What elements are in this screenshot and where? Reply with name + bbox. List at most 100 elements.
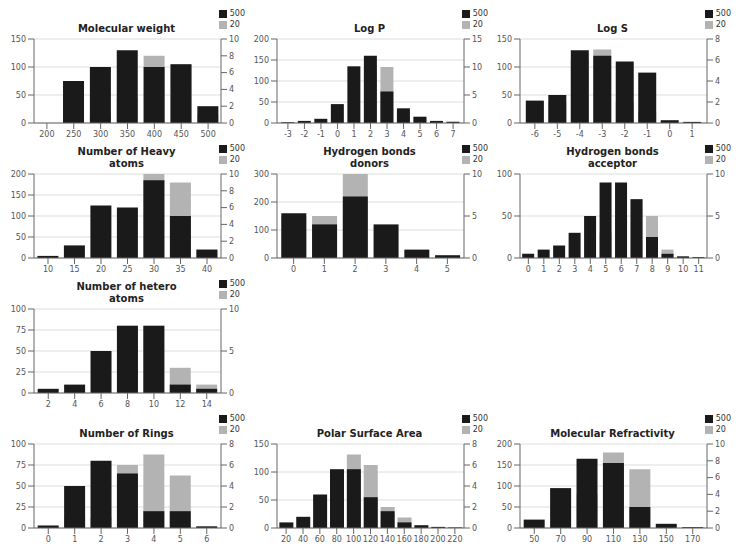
svg-text:25: 25 xyxy=(122,265,132,274)
svg-text:4: 4 xyxy=(229,85,234,94)
svg-text:400: 400 xyxy=(147,130,162,139)
svg-text:10: 10 xyxy=(229,305,239,314)
svg-text:5: 5 xyxy=(178,535,183,544)
svg-text:10: 10 xyxy=(229,170,239,179)
svg-text:12: 12 xyxy=(175,400,185,409)
svg-text:4: 4 xyxy=(72,400,77,409)
svg-text:14: 14 xyxy=(202,400,212,409)
svg-text:8: 8 xyxy=(229,187,234,196)
svg-text:6: 6 xyxy=(715,56,720,65)
svg-text:5: 5 xyxy=(445,265,450,274)
svg-text:150: 150 xyxy=(497,461,512,470)
svg-text:100: 100 xyxy=(497,482,512,491)
svg-text:2: 2 xyxy=(368,130,373,139)
svg-text:50: 50 xyxy=(259,98,269,107)
svg-text:50: 50 xyxy=(529,535,539,544)
svg-text:50: 50 xyxy=(16,91,26,100)
svg-text:20: 20 xyxy=(281,535,291,544)
svg-text:0: 0 xyxy=(229,389,234,398)
svg-text:0: 0 xyxy=(229,119,234,128)
svg-text:30: 30 xyxy=(149,265,159,274)
svg-text:8: 8 xyxy=(229,52,234,61)
svg-text:6: 6 xyxy=(715,473,720,482)
svg-text:70: 70 xyxy=(556,535,566,544)
svg-text:4: 4 xyxy=(229,220,234,229)
svg-text:5: 5 xyxy=(603,265,608,274)
svg-text:3: 3 xyxy=(383,265,388,274)
svg-text:15: 15 xyxy=(69,265,79,274)
svg-text:0: 0 xyxy=(21,254,26,263)
svg-text:0: 0 xyxy=(715,524,720,533)
svg-text:180: 180 xyxy=(413,535,428,544)
svg-text:8: 8 xyxy=(125,400,130,409)
svg-text:100: 100 xyxy=(254,226,269,235)
svg-text:2: 2 xyxy=(557,265,562,274)
svg-text:50: 50 xyxy=(16,482,26,491)
svg-text:160: 160 xyxy=(397,535,412,544)
svg-text:300: 300 xyxy=(254,170,269,179)
svg-text:150: 150 xyxy=(659,535,674,544)
svg-text:150: 150 xyxy=(254,440,269,449)
svg-text:15: 15 xyxy=(472,35,482,44)
svg-text:2: 2 xyxy=(353,265,358,274)
svg-text:20: 20 xyxy=(96,265,106,274)
svg-text:50: 50 xyxy=(502,91,512,100)
svg-text:50: 50 xyxy=(16,233,26,242)
svg-text:0: 0 xyxy=(21,389,26,398)
svg-text:6: 6 xyxy=(619,265,624,274)
svg-text:0: 0 xyxy=(507,254,512,263)
svg-text:200: 200 xyxy=(430,535,445,544)
svg-text:200: 200 xyxy=(254,198,269,207)
svg-text:40: 40 xyxy=(202,265,212,274)
svg-text:0: 0 xyxy=(264,254,269,263)
svg-text:150: 150 xyxy=(11,191,26,200)
svg-text:10: 10 xyxy=(472,63,482,72)
svg-text:0: 0 xyxy=(472,524,477,533)
svg-text:4: 4 xyxy=(588,265,593,274)
svg-text:100: 100 xyxy=(497,63,512,72)
svg-text:2: 2 xyxy=(99,535,104,544)
svg-text:7: 7 xyxy=(451,130,456,139)
svg-text:0: 0 xyxy=(472,254,477,263)
svg-text:0: 0 xyxy=(715,254,720,263)
svg-text:75: 75 xyxy=(16,326,26,335)
svg-text:150: 150 xyxy=(254,56,269,65)
svg-text:9: 9 xyxy=(665,265,670,274)
svg-text:200: 200 xyxy=(39,130,54,139)
svg-text:8: 8 xyxy=(715,35,720,44)
svg-text:1: 1 xyxy=(72,535,77,544)
svg-text:-1: -1 xyxy=(317,130,325,139)
svg-text:0: 0 xyxy=(472,119,477,128)
svg-text:250: 250 xyxy=(66,130,81,139)
svg-text:0: 0 xyxy=(264,524,269,533)
svg-text:0: 0 xyxy=(507,524,512,533)
svg-text:2: 2 xyxy=(715,507,720,516)
svg-text:-2: -2 xyxy=(300,130,308,139)
svg-text:100: 100 xyxy=(11,63,26,72)
svg-text:5: 5 xyxy=(472,212,477,221)
svg-text:25: 25 xyxy=(16,503,26,512)
svg-text:150: 150 xyxy=(497,35,512,44)
svg-text:350: 350 xyxy=(120,130,135,139)
svg-text:2: 2 xyxy=(229,237,234,246)
svg-text:4: 4 xyxy=(715,490,720,499)
svg-text:0: 0 xyxy=(21,119,26,128)
svg-text:6: 6 xyxy=(229,68,234,77)
svg-text:10: 10 xyxy=(43,265,53,274)
svg-text:3: 3 xyxy=(384,130,389,139)
svg-text:50: 50 xyxy=(259,496,269,505)
svg-text:4: 4 xyxy=(472,482,477,491)
svg-text:10: 10 xyxy=(472,170,482,179)
svg-text:-6: -6 xyxy=(531,130,539,139)
svg-text:90: 90 xyxy=(582,535,592,544)
svg-text:100: 100 xyxy=(254,468,269,477)
svg-text:-3: -3 xyxy=(284,130,292,139)
svg-text:100: 100 xyxy=(11,305,26,314)
svg-text:5: 5 xyxy=(418,130,423,139)
svg-text:1: 1 xyxy=(322,265,327,274)
svg-text:150: 150 xyxy=(11,35,26,44)
svg-text:0: 0 xyxy=(291,265,296,274)
svg-text:7: 7 xyxy=(634,265,639,274)
svg-text:1: 1 xyxy=(690,130,695,139)
svg-text:170: 170 xyxy=(685,535,700,544)
